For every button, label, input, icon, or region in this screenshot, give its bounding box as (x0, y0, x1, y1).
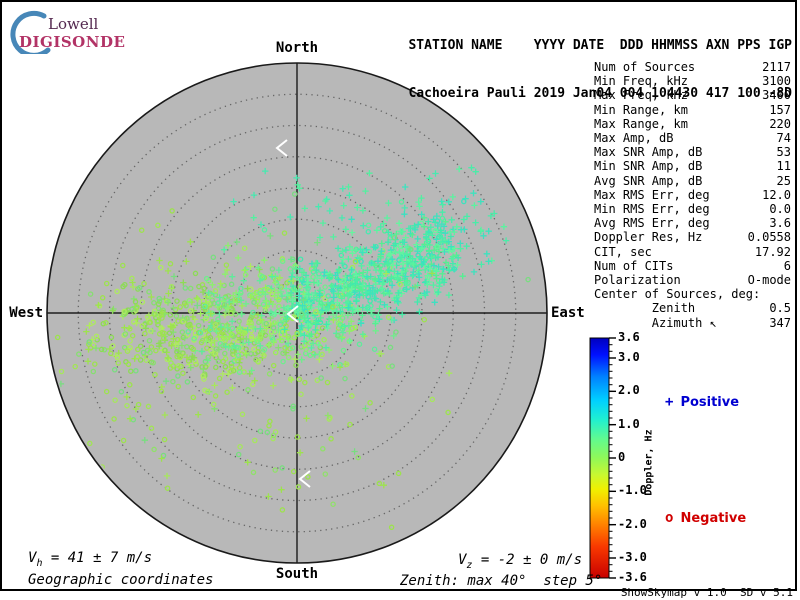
stats-value: 12.0 (762, 187, 791, 202)
stats-row: Avg RMS Err, deg 3.6 (594, 216, 791, 230)
logo-digisonde-text: DIGISONDE (19, 33, 126, 51)
compass-north-label: North (275, 40, 319, 56)
stats-row: Max Amp, dB 74 (594, 131, 791, 145)
stats-value: O-mode (747, 273, 791, 288)
stats-label: CIT, sec (594, 244, 652, 259)
coordinates-label: Geographic coordinates (28, 572, 214, 588)
colorbar-ticks (609, 337, 616, 579)
colorbar-tick-label: -3.6 (618, 570, 647, 584)
doppler-colorbar (589, 337, 610, 579)
stats-row: Min Freq, kHz 3100 (594, 74, 791, 88)
legend-positive: + Positive (665, 394, 739, 410)
colorbar-tick-label: 3.6 (618, 330, 640, 344)
stats-value: 0.5 (769, 301, 791, 316)
stats-row: Max SNR Amp, dB 53 (594, 145, 791, 159)
horizontal-velocity-label: Vh = 41 ± 7 m/s (28, 550, 153, 569)
scatter-points (54, 164, 531, 531)
stats-label: Max Range, km (594, 116, 688, 131)
stats-label: Min SNR Amp, dB (594, 159, 703, 174)
colorbar-tick-label: -1.0 (618, 483, 647, 498)
stats-value: 25 (776, 173, 791, 188)
stats-value: 74 (776, 131, 791, 146)
stats-value: 220 (769, 116, 791, 131)
colorbar-tick-label: 0 (618, 450, 626, 464)
stats-row: Num of Sources 2117 (594, 60, 791, 74)
stats-value: 17.92 (754, 244, 791, 259)
stats-value: 6 (783, 258, 791, 273)
stats-value: 2117 (762, 60, 791, 74)
stats-value: 11 (776, 159, 791, 174)
stats-row: Max Range, km 220 (594, 117, 791, 131)
stats-value: 3.6 (769, 216, 791, 231)
stats-label: Polarization (594, 273, 681, 288)
stats-row: Min Range, km 157 (594, 103, 791, 117)
stats-label: Avg RMS Err, deg (594, 216, 710, 231)
stats-label: Max SNR Amp, dB (594, 145, 703, 160)
stats-row: Max RMS Err, deg 12.0 (594, 188, 791, 202)
stats-label: Num of Sources (594, 60, 696, 74)
header-columns-line: STATION NAME YYYY DATE DDD HHMMSS AXN PP… (408, 38, 792, 53)
compass-west-label: West (9, 305, 43, 321)
stats-label: Min Range, km (594, 102, 688, 117)
colorbar-tick-label: -2.0 (618, 516, 647, 531)
measurement-stats-panel: Num of Sources 2117 Min Freq, kHz 3100 Max F… (594, 60, 791, 330)
stats-label: Azimuth ↖ (594, 315, 717, 330)
logo-lowell-text: Lowell (48, 15, 99, 33)
stats-value: 53 (776, 145, 791, 160)
stats-label: Max Amp, dB (594, 131, 674, 146)
circle-marker-icon: o (665, 510, 674, 526)
stats-row: Num of CITs 6 (594, 259, 791, 273)
stats-label: Min Freq, kHz (594, 74, 688, 89)
colorbar-tick-label: 1.0 (618, 416, 640, 431)
stats-row: CIT, sec 17.92 (594, 245, 791, 259)
stats-label: Zenith (594, 301, 696, 316)
stats-value: 3100 (762, 74, 791, 89)
stats-row: Azimuth ↖ 347 (594, 316, 791, 330)
stats-value: 0.0558 (747, 230, 791, 245)
legend-negative-label: Negative (680, 510, 747, 526)
compass-south-label: South (275, 566, 319, 582)
lowell-digisonde-logo: Lowell DIGISONDE (6, 8, 126, 54)
vertical-velocity-label: Vz = -2 ± 0 m/s (457, 552, 582, 571)
stats-label: Center of Sources, deg: (594, 287, 761, 302)
stats-row: Min RMS Err, deg 0.0 (594, 202, 791, 216)
stats-label: Avg SNR Amp, dB (594, 173, 703, 188)
colorbar-tick-label: -3.0 (618, 550, 647, 564)
stats-row: Max Freq, kHz 3400 (594, 88, 791, 102)
stats-label: Max RMS Err, deg (594, 187, 710, 202)
colorbar-axis-title: Doppler, Hz (643, 429, 655, 496)
stats-label: Num of CITs (594, 258, 674, 273)
stats-row: Center of Sources, deg: (594, 287, 791, 301)
colorbar-tick-label: 2.0 (618, 383, 640, 398)
header-values-line: Cachoeira Pauli 2019 Jan04 004 104430 41… (408, 86, 792, 101)
stats-value: 347 (769, 315, 791, 330)
stats-row: Doppler Res, Hz 0.0558 (594, 230, 791, 244)
stats-row: Zenith 0.5 (594, 301, 791, 315)
crescent-icon (10, 10, 51, 54)
stats-label: Max Freq, kHz (594, 88, 688, 103)
stats-row: Polarization O-mode (594, 273, 791, 287)
direction-arrow-icons (275, 139, 311, 488)
stats-value: 0.0 (769, 202, 791, 217)
stats-row: Avg SNR Amp, dB 25 (594, 174, 791, 188)
stats-value: 3400 (762, 88, 791, 103)
horizon-circle (46, 62, 548, 564)
stats-row: Min SNR Amp, dB 11 (594, 159, 791, 173)
stats-label: Doppler Res, Hz (594, 230, 703, 245)
legend-positive-label: Positive (680, 394, 740, 410)
zenith-range-label: Zenith: max 40° step 5° (400, 573, 603, 589)
station-header: STATION NAME YYYY DATE DDD HHMMSS AXN PP… (402, 6, 792, 134)
plus-marker-icon: + (665, 394, 674, 410)
version-label: ShowSkymap v 1.0 SD v 5.1 (620, 586, 793, 599)
compass-east-label: East (551, 305, 585, 321)
legend-negative: o Negative (665, 510, 746, 526)
colorbar-tick-label: 3.0 (618, 350, 640, 364)
stats-value: 157 (769, 102, 791, 117)
stats-label: Min RMS Err, deg (594, 202, 710, 217)
